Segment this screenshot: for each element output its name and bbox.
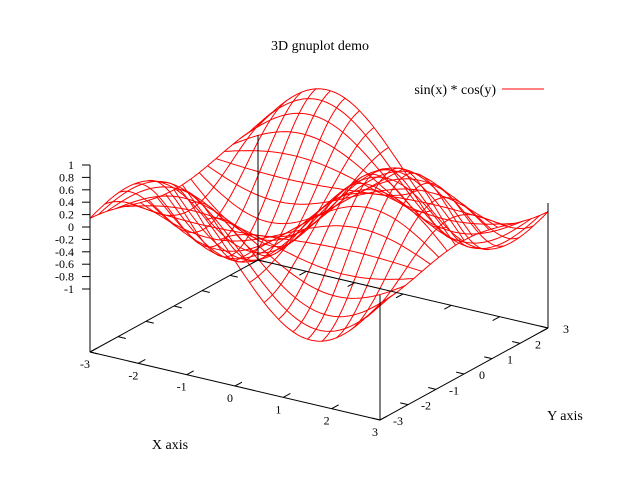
x-tick [379, 415, 388, 421]
surface-isoline-y [215, 158, 507, 226]
x-tick-label: 1 [275, 402, 281, 416]
y-tick [540, 325, 549, 329]
x-tick-far [395, 293, 404, 299]
z-tick-label: -0.8 [55, 270, 74, 284]
z-tick-label: -1 [64, 282, 74, 296]
x-axis-label: X axis [152, 438, 188, 453]
y-tick-far [173, 305, 182, 309]
x-tick-label: -1 [177, 380, 187, 394]
surface-isoline-y [232, 131, 523, 235]
surface-isoline-x [89, 125, 259, 219]
x-tick [331, 404, 339, 410]
z-tick-label: 0.6 [59, 183, 74, 197]
x-tick-label: -3 [80, 357, 90, 371]
z-tick-label: -0.4 [55, 245, 74, 259]
y-tick-far [145, 320, 154, 324]
ticks-layer: -3-2-10123-3-2-10123-1-0.8-0.6-0.4-0.200… [55, 158, 569, 439]
x-tick-far [492, 316, 500, 321]
x-tick-label: 0 [227, 391, 233, 405]
z-tick-label: -0.6 [55, 257, 74, 271]
y-tick-far [257, 259, 266, 263]
y-tick-far [229, 274, 238, 278]
x-tick-far [250, 259, 259, 265]
y-tick [372, 417, 381, 421]
y-tick-label: 2 [535, 337, 541, 351]
surface-mesh [89, 88, 549, 342]
y-tick-far [201, 290, 210, 293]
x-tick [186, 370, 194, 376]
x-tick [89, 347, 98, 353]
surface-isoline-y [165, 176, 457, 263]
x-tick [138, 359, 146, 364]
z-tick-label: 1 [68, 158, 74, 172]
y-tick [512, 341, 521, 344]
z-tick-label: 0.4 [59, 195, 74, 209]
surface-isoline-y [207, 165, 498, 228]
surface-isoline-y [98, 180, 389, 332]
surface-isoline-y [115, 195, 406, 299]
y-tick-label: -1 [449, 383, 459, 397]
x-tick-far [347, 282, 355, 287]
surface-isoline-y [249, 98, 540, 250]
y-tick [400, 402, 409, 406]
surface-isoline-y [257, 88, 549, 250]
x-tick-label: -2 [128, 368, 138, 382]
y-tick-label: 3 [563, 322, 569, 336]
x-tick-label: 3 [372, 425, 378, 439]
y-tick [484, 356, 493, 360]
x-tick-label: 2 [324, 414, 330, 428]
y-tick-label: -3 [393, 414, 403, 428]
surface-isoline-y [198, 172, 490, 231]
surface-isoline-y [224, 150, 515, 225]
y-tick-label: 0 [479, 368, 485, 382]
x-tick [234, 381, 243, 387]
y-tick [456, 371, 465, 375]
z-tick-label: 0.8 [59, 170, 74, 184]
surface-isoline-x [379, 211, 549, 305]
y-tick-label: -2 [421, 399, 431, 413]
y-tick-far [89, 351, 98, 355]
x-tick-far [444, 304, 452, 310]
z-tick-label: 0 [68, 220, 74, 234]
surface-isoline-y [240, 112, 532, 244]
z-tick-label: -0.2 [55, 232, 74, 246]
y-tick-label: 1 [507, 353, 513, 367]
z-tick-label: 0.2 [59, 208, 74, 222]
x-tick-far [540, 327, 549, 333]
legend-label: sin(x) * cos(y) [414, 83, 496, 98]
y-tick [428, 387, 437, 390]
chart-title: 3D gnuplot demo [271, 39, 369, 54]
y-tick-far [117, 336, 126, 339]
surface-isoline-y [156, 189, 448, 260]
y-axis-label: Y axis [547, 409, 583, 424]
legend: sin(x) * cos(y) [414, 83, 544, 98]
x-tick-far [299, 270, 307, 276]
x-tick [283, 393, 291, 398]
